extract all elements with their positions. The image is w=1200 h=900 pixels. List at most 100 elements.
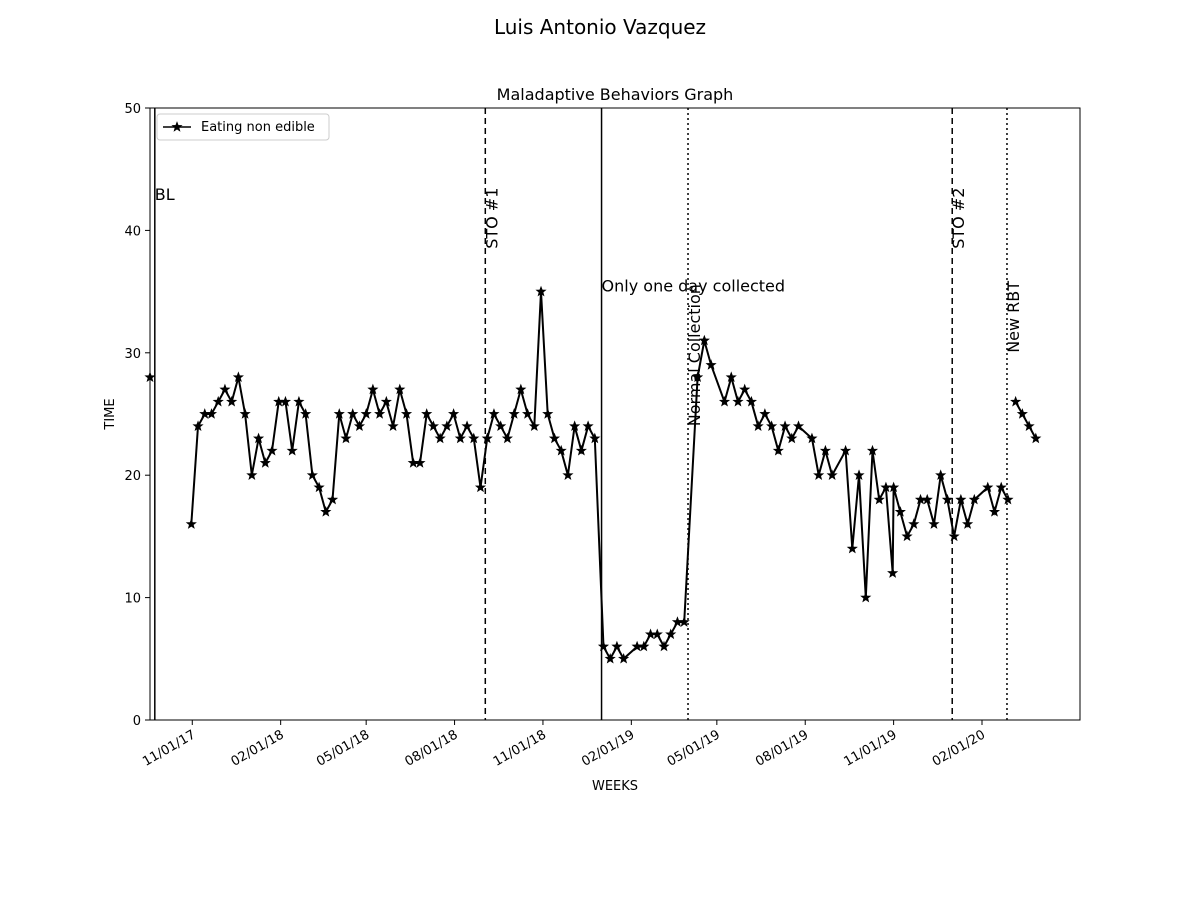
data-point-star — [394, 383, 406, 395]
chart-suptitle: Luis Antonio Vazquez — [494, 15, 706, 39]
data-point-star — [692, 371, 704, 383]
data-point-star — [279, 395, 292, 407]
data-point-star — [522, 408, 534, 419]
data-point-star — [400, 408, 413, 419]
data-point-star — [374, 408, 386, 419]
data-point-star — [982, 481, 994, 493]
data-point-star — [441, 420, 453, 431]
data-point-star — [752, 420, 764, 431]
data-point-star — [427, 420, 439, 431]
data-point-star — [562, 469, 574, 480]
data-point-star — [826, 469, 838, 480]
legend-frame — [156, 113, 330, 141]
data-point-star — [819, 444, 831, 456]
data-point-star — [501, 432, 513, 444]
data-point-star — [380, 395, 392, 407]
data-point-star — [718, 395, 731, 407]
data-point-star — [894, 506, 906, 517]
data-point-star — [232, 371, 244, 383]
data-point-star — [266, 444, 278, 456]
y-tick-label: 30 — [124, 347, 141, 362]
data-point-star — [792, 420, 805, 431]
data-point-star — [488, 408, 500, 419]
x-tick-label: 11/01/17 — [140, 727, 198, 769]
data-point-star — [968, 493, 980, 505]
data-point-star — [1030, 432, 1042, 444]
data-point-star — [239, 408, 251, 419]
data-point-star — [252, 432, 265, 444]
data-point-star — [535, 285, 547, 297]
data-point-star — [698, 334, 710, 346]
data-point-star — [300, 408, 312, 419]
x-tick-label: 02/01/20 — [930, 727, 988, 769]
legend-star — [171, 121, 183, 132]
data-point-star — [678, 616, 690, 627]
data-point-star — [725, 371, 737, 383]
data-point-star — [1016, 408, 1028, 419]
data-point-star — [651, 628, 663, 640]
y-tick-label: 0 — [133, 714, 141, 729]
data-point-star — [1010, 395, 1022, 407]
data-point-star — [548, 432, 561, 444]
data-point-star — [212, 395, 224, 407]
data-point-star — [495, 420, 507, 431]
data-point-star — [347, 408, 359, 419]
data-point-star — [414, 457, 426, 468]
data-point-star — [259, 457, 271, 468]
data-point-star — [421, 408, 433, 419]
data-point-star — [515, 383, 527, 395]
data-point-star — [638, 640, 650, 652]
data-point-star — [468, 432, 480, 444]
data-point-star — [434, 432, 446, 444]
series-line — [1014, 401, 1037, 439]
data-point-star — [448, 408, 460, 419]
phase-label: Normal Collection — [685, 284, 704, 426]
data-point-star — [293, 395, 305, 407]
x-tick-label: 05/01/19 — [665, 727, 723, 769]
data-point-star — [528, 420, 540, 431]
data-point-star — [353, 420, 366, 431]
y-tick-label: 40 — [124, 224, 141, 239]
data-point-star — [454, 432, 466, 444]
data-point-star — [806, 432, 818, 444]
data-point-star — [555, 444, 567, 456]
data-point-star — [597, 640, 610, 652]
x-tick-label: 11/01/19 — [842, 727, 900, 769]
data-point-star — [853, 469, 865, 480]
y-tick-label: 20 — [124, 469, 141, 484]
data-point-star — [813, 469, 825, 480]
data-point-star — [840, 444, 852, 456]
data-point-star — [340, 432, 352, 444]
legend-star-marker — [171, 121, 183, 132]
y-tick-label: 50 — [124, 102, 141, 117]
data-point-star — [941, 493, 953, 505]
data-point-star — [759, 408, 771, 419]
data-point-star — [766, 420, 778, 431]
data-point-star — [144, 371, 156, 383]
data-point-star — [320, 506, 332, 517]
data-point-star — [205, 408, 218, 419]
axes-frame — [149, 107, 1081, 721]
phase-label: BL — [155, 185, 175, 204]
phase-label: New RBT — [1004, 281, 1023, 353]
phase-label: STO #2 — [949, 188, 968, 249]
data-point-star — [569, 420, 581, 431]
data-point-star — [246, 469, 258, 480]
data-point-star — [901, 530, 913, 542]
data-point-star — [745, 395, 757, 407]
data-point-star — [286, 444, 298, 456]
data-point-star — [618, 652, 630, 664]
data-point-star — [326, 493, 339, 505]
data-point-star — [935, 469, 947, 480]
data-point-star — [589, 432, 601, 444]
data-point-star — [658, 640, 670, 652]
x-tick-label: 11/01/18 — [491, 727, 549, 769]
x-tick-label: 02/01/19 — [579, 727, 637, 769]
phase-label: Only one day collected — [602, 277, 786, 296]
data-point-star — [995, 481, 1007, 493]
y-tick-label: 10 — [124, 592, 141, 607]
data-point-star — [542, 408, 554, 419]
data-point-star — [582, 420, 594, 431]
data-point-star — [887, 567, 899, 578]
